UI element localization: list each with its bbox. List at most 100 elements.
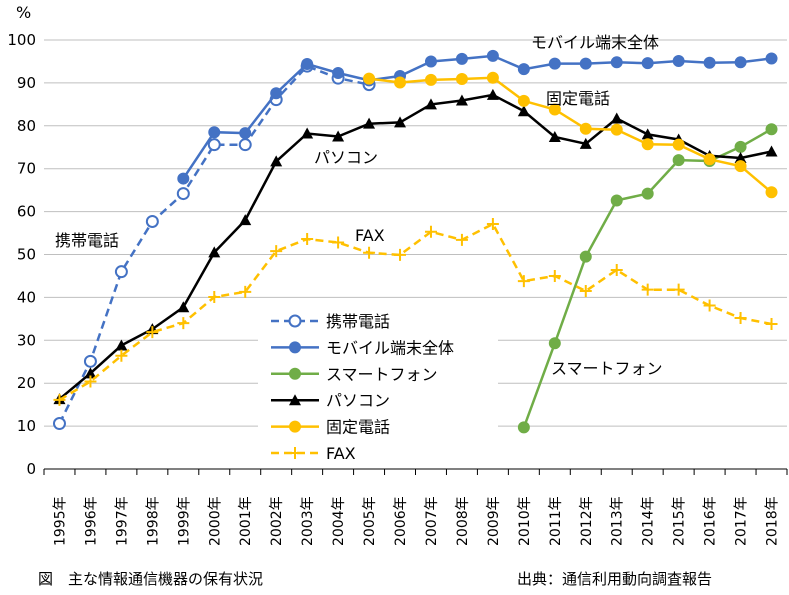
legend-swatch-marker [289, 420, 301, 433]
x-tick-label: 2008年 [455, 496, 471, 546]
data-point [301, 233, 314, 246]
data-point [672, 55, 685, 68]
x-tick-label: 2000年 [207, 496, 223, 546]
annotation-keitai: 携帯電話 [55, 231, 119, 250]
figure-caption: 図 主な情報通信機器の保有状況 [38, 570, 264, 588]
data-point [579, 122, 592, 135]
data-point [363, 72, 376, 85]
x-tick-label: 2013年 [610, 496, 626, 546]
data-point [394, 76, 407, 89]
data-point [145, 214, 159, 228]
x-tick-label: 2016年 [703, 496, 719, 546]
series-1 [177, 49, 778, 185]
data-point [703, 56, 716, 69]
x-axis-ticks: 1995年 1996年 1997年 1998年 1999年 2000年 2001年 2002年… [43, 469, 788, 546]
source-caption: 出典：通信利用動向調査報告 [517, 570, 713, 588]
data-point [641, 187, 654, 200]
data-point [765, 317, 778, 330]
legend-label: 固定電話 [326, 418, 390, 437]
data-point [734, 311, 747, 324]
legend-swatch-marker [289, 394, 301, 406]
data-point [363, 117, 376, 129]
data-point [424, 98, 437, 110]
data-point [176, 187, 190, 201]
annotation-fax: FAX [355, 226, 385, 245]
y-tick-label: 60 [17, 203, 36, 221]
series-2 [517, 123, 778, 434]
x-tick-label: 2011年 [548, 496, 564, 546]
data-point [394, 116, 407, 128]
data-point [548, 337, 561, 350]
data-point [455, 233, 468, 246]
data-point [332, 130, 345, 142]
data-point [579, 250, 592, 263]
data-point [517, 105, 530, 117]
series-line [58, 64, 370, 425]
x-tick-label: 2005年 [362, 496, 378, 546]
data-point [486, 88, 499, 100]
data-point [517, 63, 530, 76]
x-tick-label: 2002年 [269, 496, 285, 546]
legend-swatch-marker [289, 367, 301, 380]
data-point [363, 246, 376, 259]
x-tick-label: 2004年 [331, 496, 347, 546]
data-point [579, 57, 592, 70]
x-tick-label: 2010年 [517, 496, 533, 546]
series-layer [52, 49, 778, 434]
series-line [522, 128, 773, 428]
y-axis-ticks: 0 10 20 30 40 50 60 70 80 90 100 [7, 31, 36, 478]
data-point [177, 317, 190, 330]
legend-label: モバイル端末全体 [326, 338, 454, 357]
data-point [517, 421, 530, 434]
data-point [239, 285, 252, 298]
data-point [672, 283, 685, 296]
legend-label: パソコン [326, 391, 390, 410]
x-tick-label: 2001年 [238, 496, 254, 546]
data-point [703, 153, 716, 166]
data-point [517, 94, 530, 107]
data-point [548, 103, 561, 116]
data-point [641, 128, 654, 140]
data-point [84, 375, 97, 388]
data-point [610, 123, 623, 136]
data-point [146, 326, 159, 339]
y-tick-label: 30 [17, 331, 36, 349]
y-axis-unit: % [16, 3, 31, 22]
x-tick-label: 2006年 [393, 496, 409, 546]
data-point [115, 349, 128, 362]
annotation-mobile: モバイル端末全体 [531, 33, 659, 52]
data-point [641, 138, 654, 151]
data-point [332, 67, 345, 80]
y-tick-label: 20 [17, 374, 36, 392]
y-tick-label: 10 [17, 417, 36, 435]
data-point [734, 151, 747, 163]
data-point [765, 52, 778, 65]
data-point [208, 290, 221, 303]
data-point [734, 160, 747, 173]
data-point [301, 127, 314, 139]
data-point [672, 138, 685, 151]
data-point [238, 138, 252, 152]
data-point [332, 236, 345, 249]
x-tick-label: 1995年 [52, 496, 68, 546]
legend-swatch-marker [289, 341, 301, 354]
x-tick-label: 2009年 [486, 496, 502, 546]
legend-label: 携帯電話 [326, 312, 390, 331]
data-point [52, 417, 66, 431]
x-tick-label: 1999年 [176, 496, 192, 546]
y-tick-label: 100 [7, 31, 36, 49]
data-point [207, 138, 221, 152]
annotation-kotei: 固定電話 [546, 89, 610, 108]
legend-label: スマートフォン [326, 365, 438, 384]
x-tick-label: 2007年 [424, 496, 440, 546]
legend-swatch-marker [289, 447, 301, 459]
data-point [548, 269, 561, 282]
data-point [114, 265, 128, 279]
data-point [177, 301, 190, 313]
data-point [424, 225, 437, 238]
series-4 [363, 71, 778, 199]
data-point [610, 56, 623, 69]
x-tick-label: 1998年 [145, 496, 161, 546]
data-point [270, 87, 283, 100]
